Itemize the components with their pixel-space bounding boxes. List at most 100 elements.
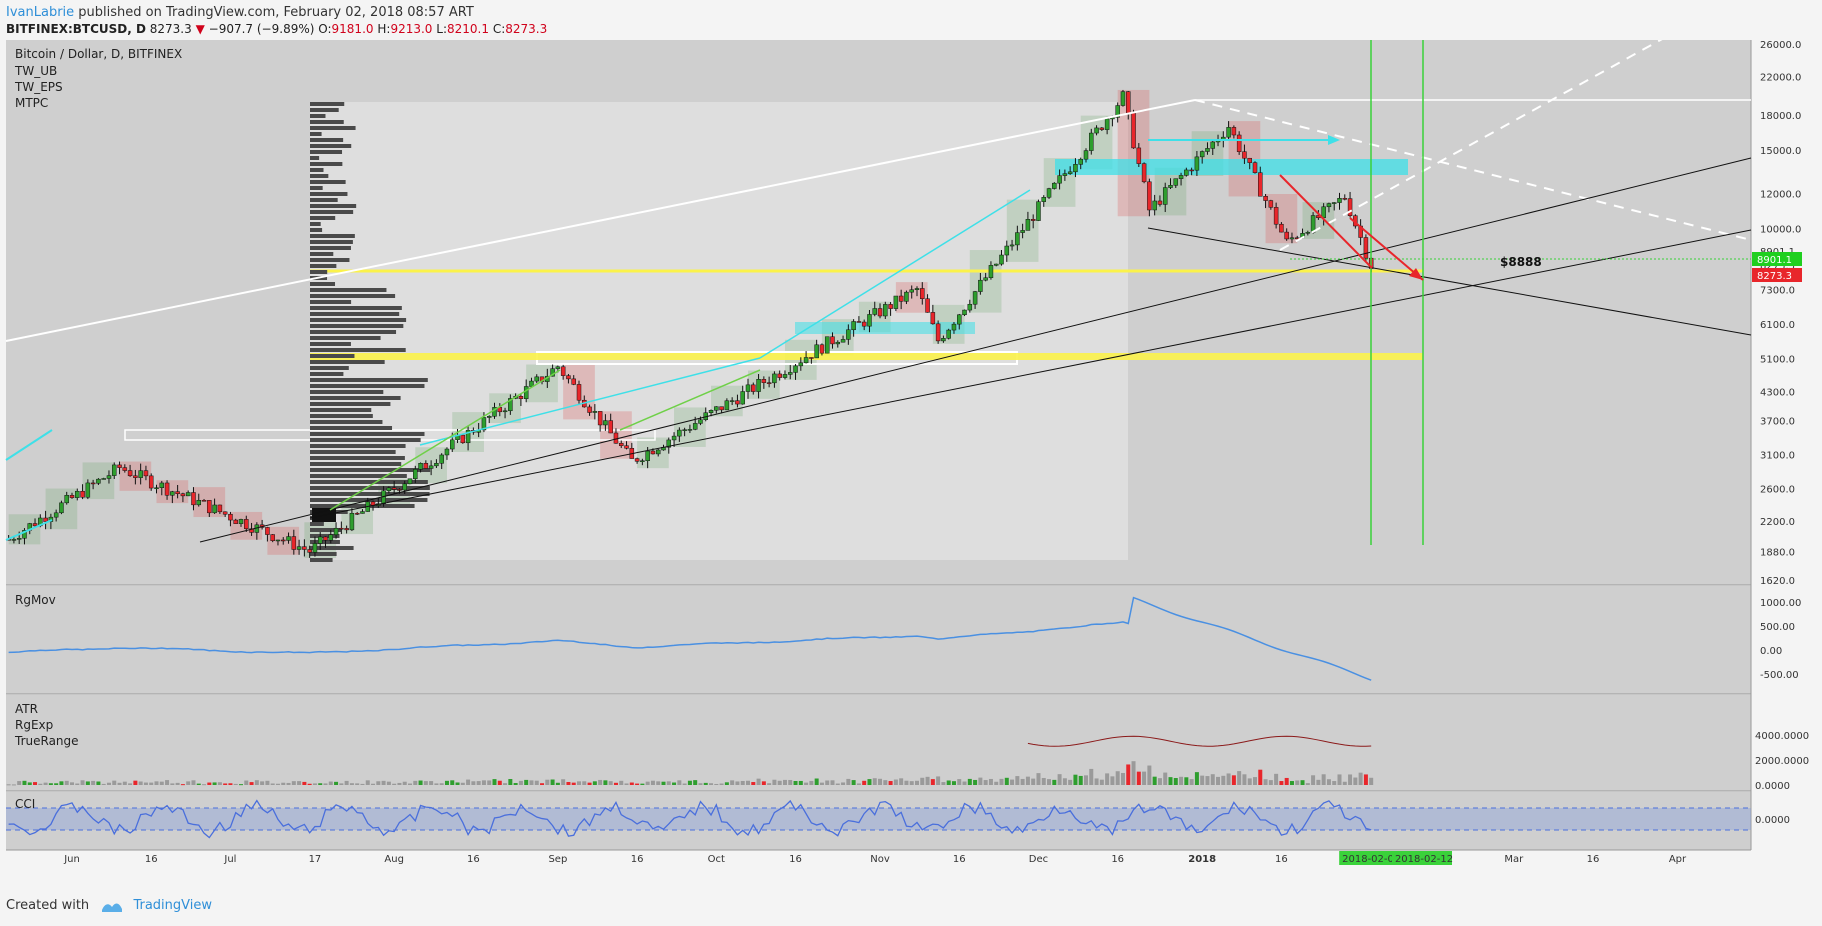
truerange-bar [867, 779, 872, 785]
candle-body [360, 511, 365, 514]
truerange-bar [122, 781, 127, 785]
truerange-bar [735, 781, 740, 785]
truerange-bar [640, 783, 645, 785]
truerange-bar [534, 780, 539, 785]
cyan-zone-upper [1055, 159, 1408, 175]
truerange-bar [814, 778, 819, 785]
volume-profile-bar [310, 228, 323, 232]
volume-profile-bar [310, 486, 430, 490]
rgmov-axis-label: 500.00 [1760, 622, 1795, 633]
candle-body [888, 304, 893, 309]
truerange-bar [756, 778, 761, 785]
truerange-bar [909, 781, 914, 785]
candle-body [634, 458, 640, 462]
chart-canvas[interactable]: 26000.0 22000.0 18000.0 15000.0 12000.0 10000… [0, 40, 1822, 895]
truerange-bar [196, 783, 201, 785]
atr-pane[interactable] [6, 695, 1751, 791]
truerange-bar [1020, 778, 1025, 785]
time-axis-label: Apr [1669, 854, 1687, 865]
truerange-bar [339, 783, 344, 785]
candle-body [96, 478, 101, 484]
truerange-bar [772, 779, 777, 785]
truerange-bar [973, 779, 978, 785]
volume-profile-bar [310, 384, 425, 388]
price-axis-label: 22000.0 [1760, 72, 1801, 83]
price-axis-bg[interactable] [1752, 40, 1822, 850]
study-tw-ub[interactable]: TW_UB [14, 64, 57, 78]
truerange-bar [85, 781, 90, 785]
truerange-bar [1152, 776, 1157, 785]
candle-body [460, 434, 466, 444]
candle-body [608, 420, 613, 434]
candle-body [904, 291, 909, 302]
red-arrow-2 [1349, 217, 1424, 281]
cyan-arrow-mid [419, 357, 761, 446]
truerange-bar [323, 783, 328, 785]
candle-body [1326, 203, 1332, 208]
truerange-bar [1326, 779, 1331, 785]
truerange-bar [703, 782, 708, 785]
truerange-bar [740, 780, 745, 785]
truerange-bar [64, 780, 69, 785]
truerange-bar [386, 781, 391, 785]
volume-profile-bar [310, 330, 397, 334]
truerange-bar [856, 783, 861, 785]
cci-pane[interactable] [6, 792, 1751, 850]
volume-profile-bar [310, 180, 346, 184]
candle-body [64, 495, 69, 504]
truerange-bar [1210, 774, 1215, 785]
tradingview-link[interactable]: TradingView [133, 898, 212, 913]
candle-body [270, 534, 275, 541]
white-dashed-down [1194, 99, 1752, 241]
candle-body [729, 400, 735, 402]
candle-body [930, 312, 936, 325]
candle-body [481, 417, 487, 431]
author-link[interactable]: IvanLabrie [6, 5, 75, 20]
truerange-bar [592, 781, 597, 785]
candle-body [957, 314, 962, 325]
candle-body [619, 443, 624, 446]
truerange-bar [418, 780, 423, 785]
red-arrow-head [1409, 268, 1423, 280]
volume-profile-bar [310, 528, 342, 532]
candle-body [1194, 156, 1200, 171]
candle-body [650, 450, 656, 455]
truerange-bar [133, 780, 138, 785]
candle-body [508, 398, 513, 412]
candle-body [286, 536, 291, 541]
volume-profile-bar [310, 462, 402, 466]
truerange-bar [96, 781, 101, 785]
volume-profile-bar [310, 360, 385, 364]
study-mtpc[interactable]: MTPC [15, 96, 48, 110]
truerange-bar [587, 782, 592, 785]
level-price-tag-bg [1752, 252, 1802, 266]
price-axis-label: 10000.0 [1760, 225, 1801, 236]
volume-profile-bar [310, 192, 348, 196]
truerange-bar [11, 784, 16, 786]
truerange-bar [17, 781, 22, 785]
truerange-bar [872, 778, 877, 785]
truerange-bar [212, 782, 217, 785]
volume-profile-bar [310, 252, 334, 256]
truerange-bar [328, 781, 333, 785]
volume-profile-bar [310, 246, 351, 250]
symbol-line: BITFINEX:BTCUSD, D 8273.3 ▼ −907.7 (−9.8… [6, 21, 547, 37]
truerange-bar [1358, 772, 1363, 785]
truerange-bar [202, 784, 207, 786]
time-axis-label: 2018 [1188, 854, 1216, 865]
candle-body [724, 400, 730, 411]
open-label: O: [318, 22, 332, 36]
candle-body [946, 329, 951, 339]
truerange-bar [143, 782, 148, 785]
volume-profile-bar [310, 138, 344, 142]
truerange-bar [915, 780, 919, 785]
study-tw-eps[interactable]: TW_EPS [14, 80, 63, 94]
rgmov-pane[interactable] [6, 586, 1751, 694]
truerange-bar [1316, 779, 1321, 785]
candle-body [233, 519, 238, 524]
candle-body [1321, 206, 1326, 219]
candle-body [1178, 175, 1184, 179]
truerange-bar [1078, 775, 1083, 785]
truerange-bar [1110, 776, 1115, 785]
candle-body [687, 429, 693, 431]
